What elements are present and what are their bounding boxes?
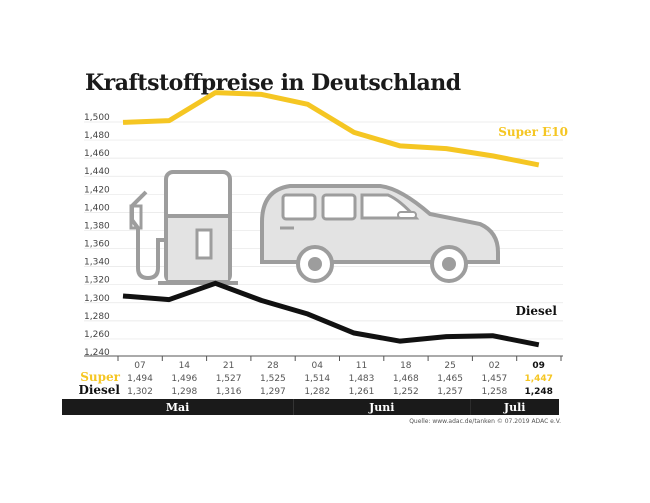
data-label: 1,494 — [127, 374, 153, 384]
y-tick-label: 1,320 — [84, 276, 110, 286]
y-tick-label: 1,340 — [84, 258, 110, 268]
y-tick-label: 1,420 — [84, 185, 110, 195]
data-label: 1,257 — [437, 387, 463, 397]
y-tick-label: 1,460 — [84, 149, 110, 159]
data-label: 1,483 — [349, 374, 375, 384]
data-label: 1,258 — [482, 387, 508, 397]
data-label: 1,465 — [437, 374, 463, 384]
month-bar — [470, 399, 559, 415]
month-bar — [62, 399, 294, 415]
fuel-pump-icon — [129, 170, 238, 285]
data-label: 1,248 — [524, 387, 552, 397]
series-line-diesel — [122, 280, 540, 348]
car-icon — [260, 184, 500, 283]
x-tick-label: 14 — [179, 361, 191, 371]
data-label: 1,252 — [393, 387, 419, 397]
data-label: 1,496 — [171, 374, 197, 384]
y-tick-label: 1,480 — [84, 131, 110, 141]
y-tick-label: 1,380 — [84, 221, 110, 231]
x-tick-label: 07 — [134, 361, 145, 371]
data-label: 1,282 — [304, 387, 330, 397]
y-tick-label: 1,440 — [84, 167, 110, 177]
x-tick-label: 25 — [444, 361, 455, 371]
legend-super-e10: Super E10 — [498, 125, 568, 139]
y-tick-label: 1,260 — [84, 330, 110, 340]
y-tick-label: 1,300 — [84, 294, 110, 304]
x-tick-label: 21 — [223, 361, 234, 371]
source-note: Quelle: www.adac.de/tanken © 07.2019 ADA… — [409, 418, 561, 425]
x-tick-label: 02 — [489, 361, 500, 371]
series-line-super-e10 — [122, 90, 540, 168]
y-tick-label: 1,400 — [84, 203, 110, 213]
x-tick-label: 18 — [400, 361, 412, 371]
legend-diesel: Diesel — [515, 304, 557, 318]
y-tick-label: 1,360 — [84, 240, 110, 250]
data-label: 1,457 — [482, 374, 508, 384]
x-tick-label: 09 — [532, 361, 545, 371]
y-tick-label: 1,500 — [84, 113, 110, 123]
data-label: 1,447 — [524, 374, 552, 384]
data-label: 1,316 — [216, 387, 242, 397]
data-label: 1,514 — [304, 374, 330, 384]
x-tick-label: 04 — [311, 361, 323, 371]
month-label: Mai — [166, 401, 189, 414]
row-label: Super — [80, 370, 120, 384]
x-tick-label: 28 — [267, 361, 279, 371]
row-label: Diesel — [78, 383, 120, 397]
data-label: 1,297 — [260, 387, 286, 397]
data-label: 1,302 — [127, 387, 153, 397]
month-label: Juli — [503, 401, 526, 414]
data-label: 1,525 — [260, 374, 286, 384]
chart-title: Kraftstoffpreise in Deutschland — [85, 70, 461, 96]
month-bar — [293, 399, 471, 415]
data-label: 1,298 — [171, 387, 197, 397]
month-label: Juni — [368, 401, 394, 414]
x-tick-label: 11 — [356, 361, 367, 371]
y-tick-label: 1,240 — [84, 348, 110, 358]
data-label: 1,468 — [393, 374, 419, 384]
data-label: 1,527 — [216, 374, 242, 384]
y-tick-label: 1,280 — [84, 312, 110, 322]
data-label: 1,261 — [349, 387, 375, 397]
